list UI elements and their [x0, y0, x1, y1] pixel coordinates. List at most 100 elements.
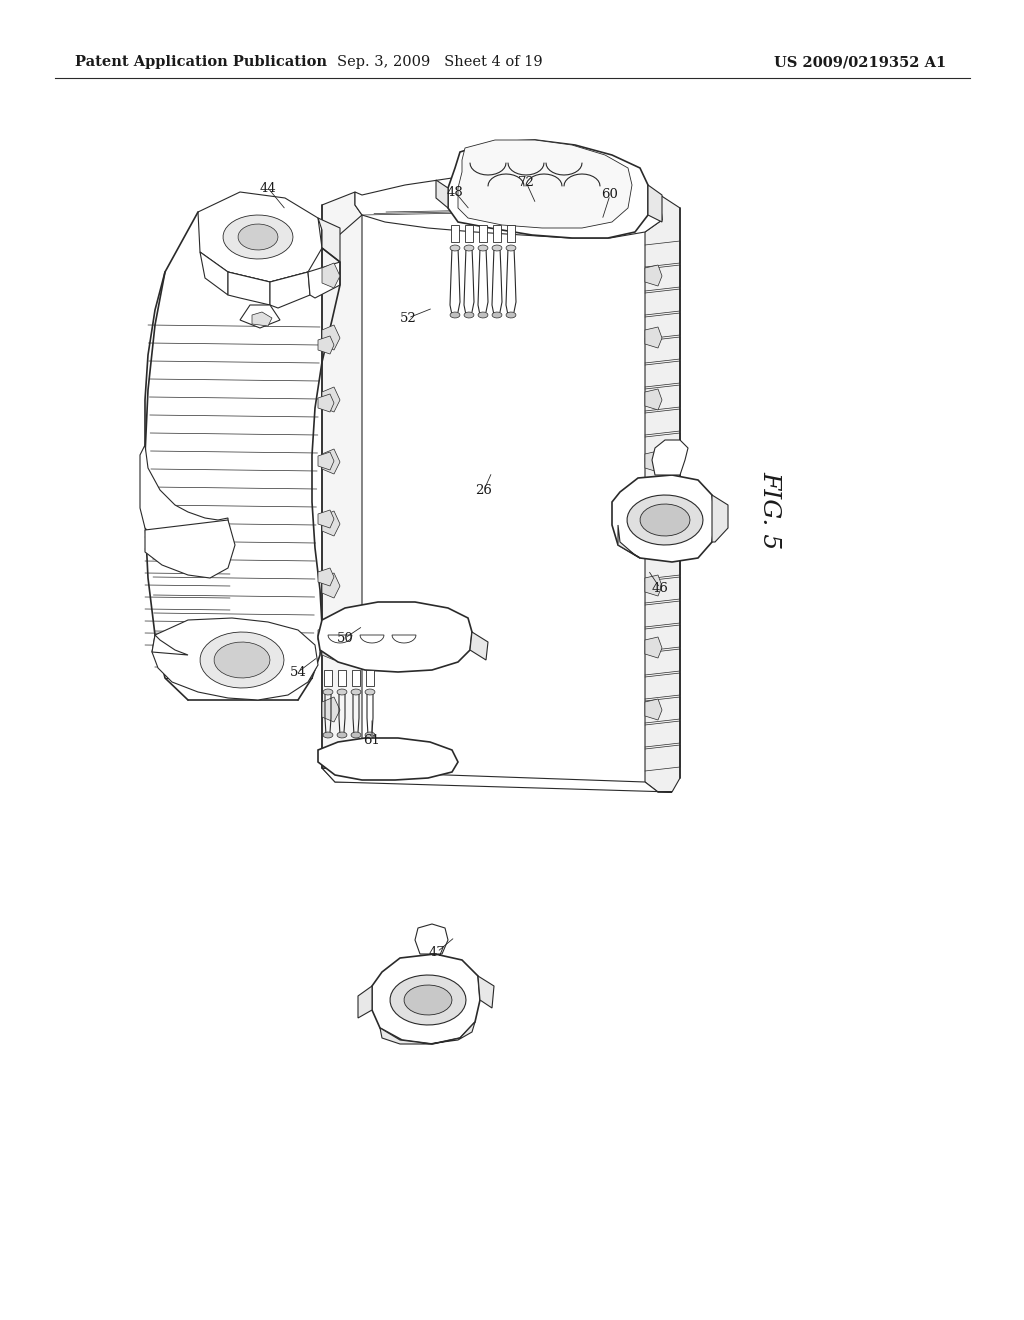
Text: 60: 60 [601, 189, 618, 202]
Polygon shape [318, 337, 334, 354]
Polygon shape [479, 224, 487, 242]
Polygon shape [464, 246, 474, 251]
Polygon shape [507, 224, 515, 242]
Text: FIG. 5: FIG. 5 [758, 471, 781, 549]
Text: Patent Application Publication: Patent Application Publication [75, 55, 327, 69]
Text: 48: 48 [446, 186, 464, 198]
Polygon shape [506, 246, 516, 251]
Polygon shape [645, 638, 662, 657]
Polygon shape [318, 568, 334, 586]
Polygon shape [645, 327, 662, 348]
Polygon shape [152, 618, 318, 700]
Polygon shape [318, 218, 340, 261]
Polygon shape [380, 1022, 475, 1044]
Polygon shape [645, 513, 662, 535]
Polygon shape [640, 504, 690, 536]
Polygon shape [308, 261, 340, 298]
Polygon shape [322, 387, 340, 412]
Text: 61: 61 [364, 734, 381, 747]
Text: 44: 44 [260, 181, 276, 194]
Polygon shape [140, 445, 228, 560]
Polygon shape [390, 975, 466, 1024]
Polygon shape [360, 635, 384, 643]
Polygon shape [404, 985, 452, 1015]
Polygon shape [478, 246, 488, 251]
Polygon shape [318, 510, 334, 528]
Polygon shape [352, 671, 360, 686]
Polygon shape [358, 986, 372, 1018]
Polygon shape [223, 215, 293, 259]
Polygon shape [451, 312, 460, 318]
Polygon shape [152, 635, 188, 655]
Polygon shape [493, 312, 502, 318]
Polygon shape [372, 954, 480, 1044]
Text: US 2009/0219352 A1: US 2009/0219352 A1 [774, 55, 946, 69]
Polygon shape [228, 272, 308, 298]
Polygon shape [366, 671, 374, 686]
Polygon shape [145, 520, 234, 578]
Polygon shape [449, 140, 648, 238]
Polygon shape [351, 689, 361, 696]
Text: 54: 54 [290, 665, 306, 678]
Polygon shape [645, 576, 662, 597]
Text: 47: 47 [429, 945, 445, 958]
Polygon shape [645, 195, 680, 792]
Polygon shape [322, 191, 362, 781]
Polygon shape [451, 224, 459, 242]
Polygon shape [200, 252, 228, 294]
Polygon shape [322, 325, 340, 350]
Polygon shape [458, 140, 632, 228]
Polygon shape [322, 635, 340, 660]
Polygon shape [712, 495, 728, 543]
Polygon shape [645, 700, 662, 719]
Polygon shape [318, 738, 458, 780]
Text: 72: 72 [517, 176, 535, 189]
Polygon shape [470, 632, 488, 660]
Polygon shape [318, 602, 472, 672]
Polygon shape [240, 305, 280, 327]
Polygon shape [618, 525, 640, 558]
Polygon shape [200, 632, 284, 688]
Polygon shape [451, 246, 460, 251]
Polygon shape [478, 312, 488, 318]
Polygon shape [645, 389, 662, 411]
Polygon shape [322, 768, 672, 792]
Polygon shape [214, 642, 270, 678]
Polygon shape [328, 635, 352, 643]
Polygon shape [322, 573, 340, 598]
Polygon shape [612, 475, 715, 562]
Polygon shape [324, 689, 333, 696]
Polygon shape [366, 733, 375, 738]
Polygon shape [337, 733, 347, 738]
Polygon shape [366, 689, 375, 696]
Polygon shape [270, 272, 310, 308]
Polygon shape [464, 312, 474, 318]
Polygon shape [228, 272, 270, 305]
Polygon shape [198, 191, 322, 282]
Polygon shape [351, 733, 361, 738]
Polygon shape [478, 975, 494, 1008]
Text: 52: 52 [399, 312, 417, 325]
Polygon shape [627, 495, 703, 545]
Polygon shape [645, 451, 662, 473]
Polygon shape [493, 246, 502, 251]
Text: 46: 46 [651, 582, 669, 594]
Polygon shape [436, 180, 449, 209]
Polygon shape [645, 265, 662, 286]
Polygon shape [318, 393, 334, 412]
Polygon shape [652, 440, 688, 475]
Polygon shape [322, 449, 340, 474]
Polygon shape [324, 733, 333, 738]
Polygon shape [465, 224, 473, 242]
Polygon shape [322, 697, 340, 722]
Polygon shape [322, 511, 340, 536]
Polygon shape [318, 451, 334, 470]
Polygon shape [392, 635, 416, 643]
Polygon shape [318, 626, 334, 644]
Polygon shape [338, 671, 346, 686]
Polygon shape [337, 689, 347, 696]
Polygon shape [355, 176, 662, 238]
Polygon shape [506, 312, 516, 318]
Polygon shape [415, 924, 449, 954]
Text: 26: 26 [475, 483, 493, 496]
